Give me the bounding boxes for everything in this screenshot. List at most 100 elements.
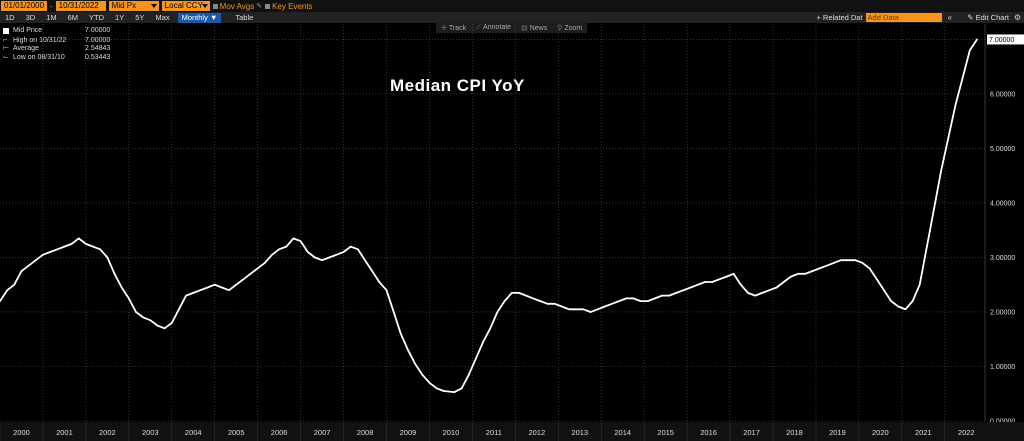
data-point <box>364 259 366 262</box>
data-point <box>875 278 878 281</box>
collapse-arrows-icon[interactable]: « <box>947 13 952 22</box>
data-point <box>349 245 352 248</box>
data-point <box>689 286 692 289</box>
pencil-icon: ⟋ <box>476 23 482 31</box>
data-point <box>77 237 80 240</box>
data-point <box>768 289 771 291</box>
period-6m[interactable]: 6M <box>67 13 79 22</box>
data-point <box>539 300 542 302</box>
data-point <box>518 292 520 294</box>
add-data-input[interactable] <box>865 13 942 22</box>
legend-row-low: ⌙ Low on 08/31/10 0.53443 <box>3 54 110 62</box>
price-field-value: Mid Px <box>111 1 137 10</box>
data-point <box>192 292 195 294</box>
legend-value: 7.00000 <box>85 27 111 34</box>
pencil-icon: ✎ <box>256 3 263 10</box>
data-point <box>392 311 395 313</box>
data-point <box>918 283 921 286</box>
data-point <box>242 278 245 281</box>
x-tick-label: 2009 <box>400 428 417 437</box>
data-point <box>49 251 51 253</box>
period-1m[interactable]: 1M <box>46 13 57 22</box>
y-tick-label: 4.00000 <box>990 200 1015 207</box>
data-point <box>328 256 331 259</box>
annotate-tool[interactable]: ⟋ Annotate <box>476 24 511 32</box>
key-events-button[interactable]: Key Events <box>265 2 313 11</box>
period-3d[interactable]: 3D <box>25 13 36 22</box>
data-point <box>6 289 8 291</box>
data-point <box>299 240 302 242</box>
related-data-label[interactable]: + Related Dat <box>816 13 863 22</box>
crosshair-icon: ✛ <box>441 24 447 32</box>
mov-avgs-button[interactable]: Mov Avgs ✎ <box>212 2 263 11</box>
data-point <box>421 373 424 376</box>
x-tick-label: 2008 <box>357 428 374 437</box>
x-tick-label: 2011 <box>486 428 502 437</box>
legend-label: Mid Price <box>13 27 43 34</box>
data-point <box>847 259 849 262</box>
zoom-label: Zoom <box>564 24 583 32</box>
period-1d[interactable]: 1D <box>5 13 15 22</box>
legend-value: 7.00000 <box>85 37 111 45</box>
data-point <box>883 289 885 291</box>
high-marker-icon: ⌐ <box>3 37 8 45</box>
data-point <box>199 289 202 291</box>
x-tick-label: 2007 <box>314 428 331 437</box>
data-point <box>618 300 620 302</box>
data-point <box>407 349 409 351</box>
data-point <box>747 292 749 294</box>
data-point <box>235 283 237 286</box>
currency-value: Local CCY <box>164 1 203 10</box>
data-point <box>754 294 756 297</box>
data-point <box>632 297 635 300</box>
checkbox-icon <box>212 3 218 9</box>
edit-chart-button[interactable]: ✎ Edit Chart <box>967 12 1009 23</box>
data-point <box>206 286 209 289</box>
data-point <box>264 262 266 264</box>
gear-icon[interactable]: ⚙ <box>1013 13 1021 22</box>
period-ytd[interactable]: YTD <box>89 13 105 22</box>
data-point <box>156 324 159 327</box>
annotate-label: Annotate <box>483 23 512 31</box>
end-date-field[interactable]: 10/31/2022 <box>55 1 106 11</box>
track-tool[interactable]: ✛ Track <box>441 24 466 32</box>
period-max[interactable]: Max <box>155 13 170 22</box>
news-tool[interactable]: ▤ News <box>521 24 547 32</box>
data-point <box>163 327 166 330</box>
price-field-select[interactable]: Mid Px <box>108 1 159 11</box>
data-point <box>976 38 978 41</box>
data-point <box>285 245 288 248</box>
data-point <box>357 248 359 251</box>
data-point <box>0 300 1 302</box>
legend-row-high: ⌐ High on 10/31/22 7.00000 <box>3 37 110 45</box>
data-point <box>904 308 907 311</box>
series-swatch <box>3 28 9 34</box>
frequency-select[interactable]: Monthly ▼ <box>177 12 222 23</box>
data-point <box>890 300 892 302</box>
data-point <box>13 283 16 286</box>
x-tick-label: 2003 <box>142 428 159 437</box>
x-tick-label: 2002 <box>99 428 116 437</box>
currency-select[interactable]: Local CCY <box>161 1 210 11</box>
data-point <box>475 357 477 360</box>
x-tick-label: 2015 <box>657 428 674 437</box>
start-date-field[interactable]: 01/01/2000 <box>1 1 47 11</box>
period-5y[interactable]: 5Y <box>135 13 145 22</box>
data-point <box>335 253 338 256</box>
data-point <box>704 281 706 283</box>
date-separator: - <box>50 1 53 11</box>
data-point <box>99 248 102 251</box>
average-marker-icon: ⊢ <box>3 45 10 53</box>
data-point <box>371 270 373 272</box>
table-button[interactable]: Table <box>235 13 254 22</box>
period-1y[interactable]: 1Y <box>115 13 125 22</box>
data-point <box>414 362 416 365</box>
x-tick-label: 2021 <box>915 428 932 437</box>
legend-value: 2.54843 <box>85 45 111 53</box>
zoom-tool[interactable]: ⚲ Zoom <box>557 24 582 32</box>
legend-label: High on 10/31/22 <box>13 37 67 45</box>
data-point <box>775 286 778 289</box>
data-point <box>278 248 280 251</box>
data-point <box>868 267 871 270</box>
